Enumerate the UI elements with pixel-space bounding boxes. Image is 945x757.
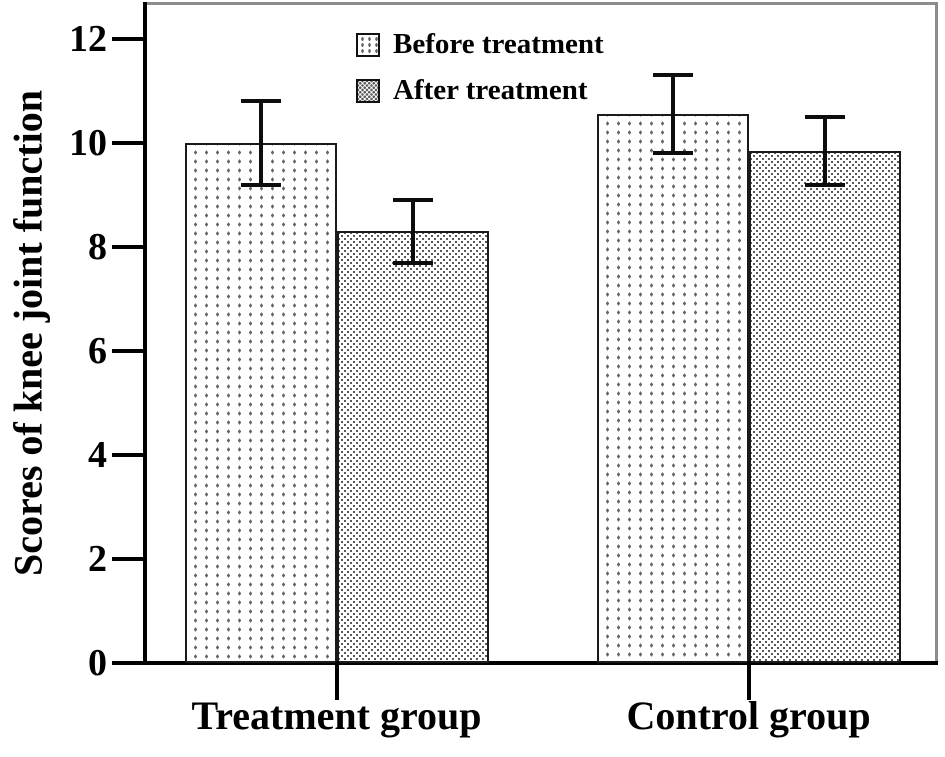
y-tick-label: 8	[88, 226, 107, 268]
error-bar-cap-bottom	[240, 182, 281, 187]
y-axis-line	[143, 2, 147, 665]
error-bar-cap-top	[240, 99, 281, 104]
y-tick-label: 12	[69, 18, 107, 60]
y-tick-label: 10	[69, 122, 107, 164]
error-bar-line	[670, 75, 675, 154]
legend-label-before-treatment: Before treatment	[393, 28, 604, 60]
error-bar-cap-bottom	[652, 151, 693, 156]
y-tick-label: 4	[88, 434, 107, 476]
x-axis-line	[143, 661, 938, 665]
error-bar-cap-bottom	[392, 260, 433, 265]
bar-control-group-after-treatment	[748, 150, 901, 663]
legend-item-after-treatment: After treatment	[356, 76, 604, 105]
error-bar-cap-bottom	[804, 182, 845, 187]
bar-treatment-group-after-treatment	[336, 231, 489, 663]
bar-control-group-before-treatment	[596, 114, 749, 663]
error-bar-line	[410, 200, 415, 263]
x-category-label: Treatment group	[191, 693, 482, 738]
legend-item-before-treatment: Before treatment	[356, 30, 604, 59]
error-bar-line	[258, 101, 263, 185]
y-tick-label: 2	[88, 538, 107, 580]
y-tick-mark	[112, 37, 145, 41]
y-tick-mark	[112, 453, 145, 457]
y-tick-label: 0	[88, 642, 107, 684]
error-bar-cap-top	[804, 115, 845, 119]
error-bar-line	[822, 117, 827, 185]
plot-frame-top	[143, 2, 938, 5]
plot-frame-right	[935, 2, 938, 665]
y-tick-mark	[112, 557, 145, 561]
error-bar-cap-top	[392, 198, 433, 203]
legend-label-after-treatment: After treatment	[393, 74, 588, 106]
y-tick-mark	[112, 349, 145, 353]
x-tick-mark	[334, 661, 339, 700]
x-tick-mark	[746, 661, 751, 700]
before-treatment-pattern-swatch-icon	[356, 32, 380, 57]
y-tick-mark	[112, 141, 145, 145]
bar-treatment-group-before-treatment	[184, 143, 337, 663]
error-bar-cap-top	[652, 73, 693, 78]
legend: Before treatment After treatment	[356, 30, 604, 122]
y-tick-mark	[112, 661, 145, 665]
after-treatment-pattern-swatch-icon	[356, 78, 380, 103]
y-tick-label: 6	[88, 330, 107, 372]
y-tick-mark	[112, 245, 145, 249]
x-category-label: Control group	[626, 693, 871, 738]
